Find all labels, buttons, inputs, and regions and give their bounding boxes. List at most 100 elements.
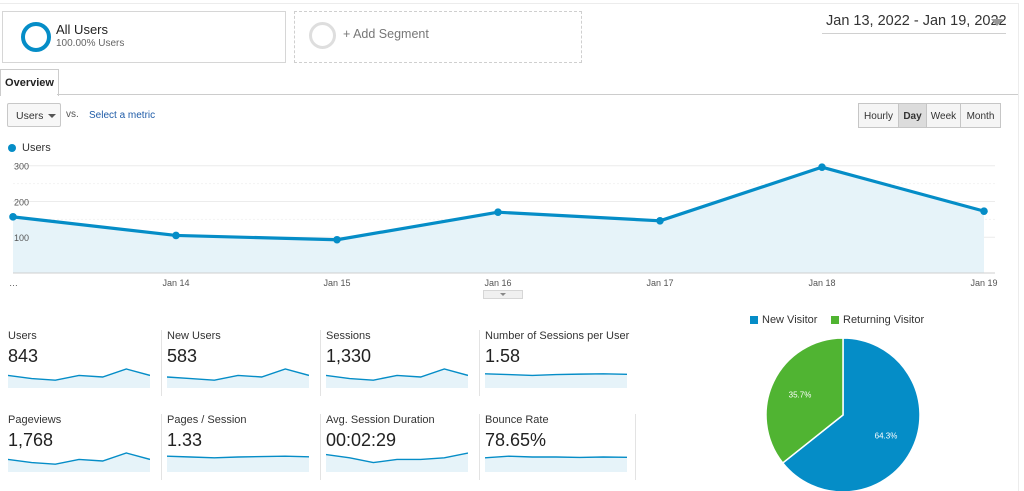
sparkline — [485, 455, 627, 472]
segment-title: All Users — [56, 22, 109, 37]
scorecard-new-users[interactable]: New Users 583 — [161, 330, 317, 400]
segment-all-users[interactable]: All Users 100.00% Users — [2, 11, 286, 63]
scorecard-users[interactable]: Users 843 — [8, 330, 158, 400]
empty-segment-icon — [309, 22, 336, 49]
hourly-button[interactable]: Hourly — [858, 103, 899, 128]
sparkline-line — [8, 452, 150, 465]
legend-label-new-visitor[interactable]: New Visitor — [762, 314, 818, 326]
area-fill — [13, 167, 984, 273]
data-point-… — [9, 213, 17, 221]
sparkline-area — [485, 373, 627, 388]
scorecard-value: 1.33 — [167, 430, 203, 450]
metric-dropdown-label: Users — [16, 110, 44, 122]
y-tick-label: 200 — [14, 197, 29, 207]
sparkline-area — [167, 456, 309, 472]
month-button[interactable]: Month — [960, 103, 1001, 128]
sparkline — [485, 373, 627, 388]
sparkline — [326, 368, 468, 388]
scorecard-value: 00:02:29 — [326, 430, 397, 450]
sparkline-line — [167, 455, 309, 459]
visitor-type-pie-chart[interactable]: 64.3% 35.7% — [760, 338, 926, 491]
scorecard-bounce-rate[interactable]: Bounce Rate 78.65% — [479, 414, 636, 484]
add-segment-button[interactable]: + Add Segment — [294, 11, 582, 63]
scorecard-value: 583 — [167, 346, 198, 366]
week-button[interactable]: Week — [926, 103, 961, 128]
users-line-chart[interactable]: 100 200 300 … Jan 14 Jan 15 Jan 16 Jan 17 Jan 18… — [0, 155, 1000, 290]
scorecard-sessions[interactable]: Sessions 1,330 — [320, 330, 476, 400]
scorecard-name: Pages / Session — [167, 414, 247, 426]
date-range-picker[interactable]: Jan 13, 2022 - Jan 19, 2022 — [826, 13, 1007, 29]
sparkline-line — [167, 368, 309, 381]
date-range-underline — [822, 33, 1006, 34]
scorecard-separator — [161, 414, 162, 480]
legend-label-returning-visitor[interactable]: Returning Visitor — [843, 314, 925, 326]
x-tick-label: Jan 18 — [808, 278, 835, 288]
pie-slice-label: 35.7% — [789, 390, 812, 399]
vs-label: vs. — [66, 109, 79, 120]
scorecard-name: Bounce Rate — [485, 414, 549, 426]
scorecard-separator — [635, 414, 636, 480]
scorecard-sessions-per-user[interactable]: Number of Sessions per User 1.58 — [479, 330, 635, 400]
sparkline-area — [167, 369, 309, 388]
scorecard-separator — [479, 414, 480, 480]
sparkline — [326, 452, 468, 472]
scorecard-pageviews[interactable]: Pageviews 1,768 — [8, 414, 158, 484]
scorecard-pages-per-session[interactable]: Pages / Session 1.33 — [161, 414, 317, 484]
scorecard-name: Sessions — [326, 330, 371, 342]
sparkline-line — [485, 455, 627, 459]
tab-overview[interactable]: Overview — [0, 69, 59, 96]
scorecard-name: Avg. Session Duration — [326, 414, 435, 426]
scorecard-value: 843 — [8, 346, 39, 366]
segment-subtitle: 100.00% Users — [56, 38, 125, 49]
scorecard-avg-session-duration[interactable]: Avg. Session Duration 00:02:29 — [320, 414, 476, 484]
pie-slice-label: 64.3% — [875, 432, 898, 441]
data-point-Jan 17 — [656, 216, 664, 225]
x-tick-label: Jan 19 — [970, 278, 997, 288]
scorecard-name: New Users — [167, 330, 221, 342]
sparkline — [8, 452, 150, 472]
top-border — [0, 3, 1018, 4]
metric-dropdown[interactable]: Users — [7, 103, 61, 127]
data-point-Jan 14 — [172, 231, 180, 240]
tab-divider — [57, 94, 1018, 95]
legend-swatch-users — [8, 144, 16, 152]
sparkline-line — [485, 373, 627, 377]
x-tick-label: Jan 15 — [323, 278, 350, 288]
pie-slice-returning-visitor — [765, 338, 844, 465]
x-tick-label: … — [9, 278, 18, 288]
select-metric-link[interactable]: Select a metric — [89, 110, 156, 121]
chart-scroll-handle[interactable] — [483, 290, 523, 299]
sparkline-area — [8, 369, 150, 388]
sparkline-area — [326, 453, 468, 472]
add-segment-label: + Add Segment — [343, 27, 429, 41]
scorecard-value: 1.58 — [485, 346, 521, 366]
sparkline-line — [326, 452, 468, 464]
scorecard-separator — [479, 330, 480, 396]
legend-label-users[interactable]: Users — [22, 142, 51, 154]
x-tick-label: Jan 17 — [646, 278, 673, 288]
caret-down-icon — [500, 293, 506, 296]
scorecard-value: 1,330 — [326, 346, 372, 366]
sparkline-line — [326, 368, 468, 381]
x-tick-label: Jan 14 — [162, 278, 189, 288]
legend-swatch-new-visitor — [750, 316, 758, 324]
scorecard-name: Number of Sessions per User — [485, 330, 630, 342]
segment-ring-icon — [21, 22, 51, 52]
scorecard-value: 78.65% — [485, 430, 547, 450]
pie-slice-new-visitor — [781, 338, 921, 491]
scorecard-separator — [161, 330, 162, 396]
sparkline-area — [326, 369, 468, 388]
data-point-Jan 18 — [818, 163, 826, 171]
data-point-Jan 16 — [494, 208, 502, 217]
day-button[interactable]: Day — [898, 103, 927, 128]
y-tick-label: 100 — [14, 233, 29, 243]
chevron-down-icon[interactable] — [991, 19, 1003, 26]
caret-down-icon — [48, 114, 56, 118]
sparkline-line — [8, 368, 150, 381]
sparkline — [167, 455, 309, 472]
data-point-Jan 19 — [980, 207, 988, 215]
y-tick-label: 300 — [14, 162, 29, 172]
legend-swatch-returning-visitor — [831, 316, 839, 324]
scorecard-separator — [320, 330, 321, 396]
scorecard-value: 1,768 — [8, 430, 54, 450]
